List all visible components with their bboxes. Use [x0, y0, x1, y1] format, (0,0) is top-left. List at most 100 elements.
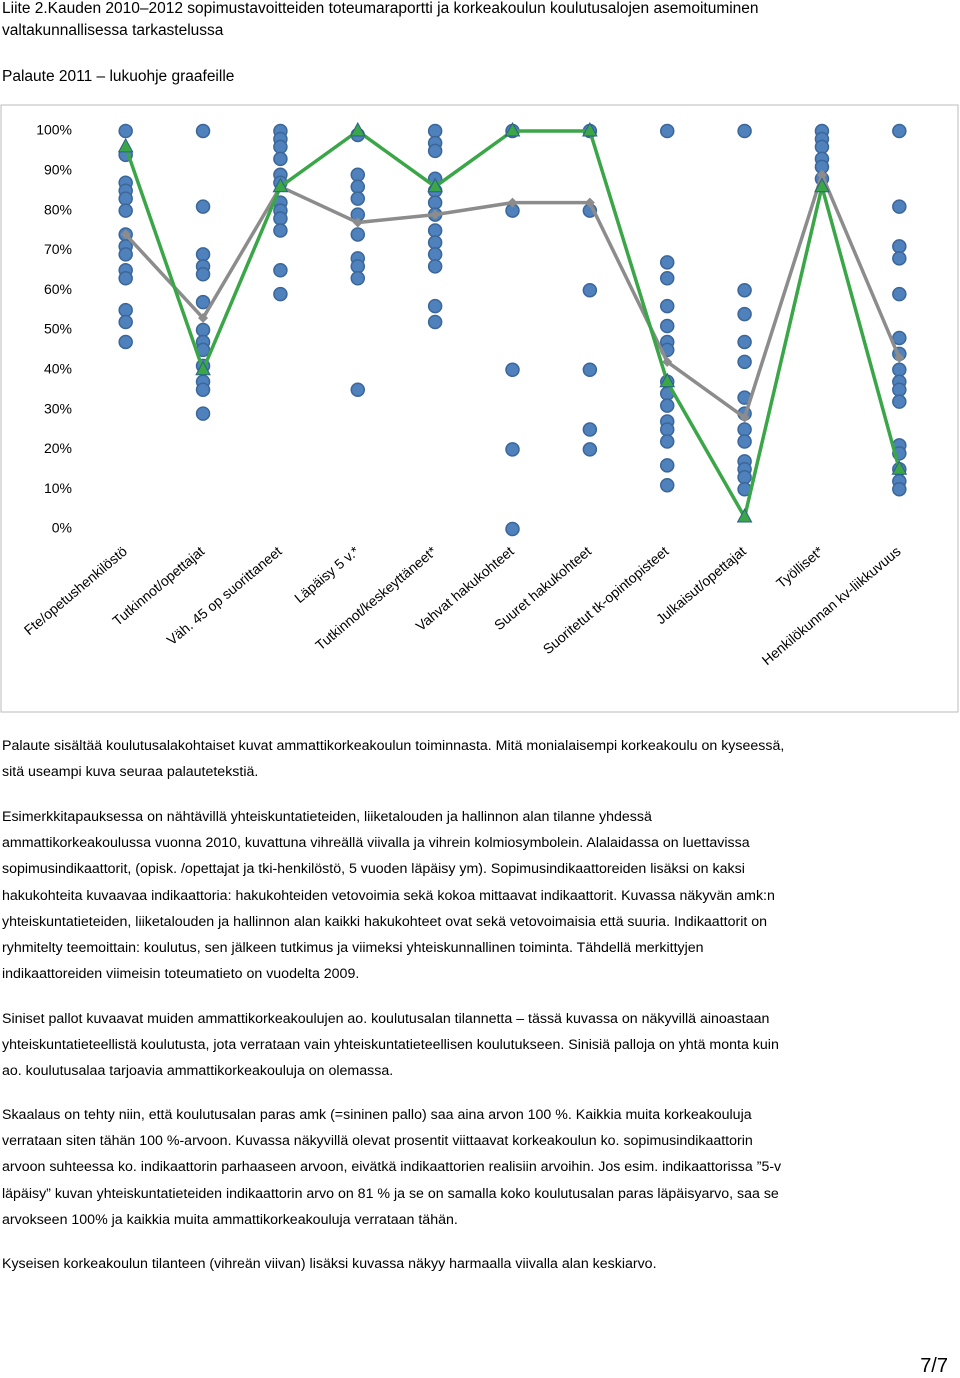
school-dot: [582, 282, 598, 298]
school-dot: [659, 123, 675, 139]
school-dot: [427, 298, 443, 314]
marker: [816, 169, 827, 180]
school-dot: [892, 362, 907, 378]
school-dot: [195, 322, 211, 338]
school-dot: [427, 223, 443, 238]
school-dot: [195, 267, 211, 282]
text-line: yhteiskuntatieteiden, liiketalouden ja h…: [2, 913, 768, 930]
school-dot: [427, 123, 443, 139]
y-tick-label: 40%: [44, 361, 72, 377]
subtitle: Palaute 2011 – lukuohje graafeille: [2, 68, 235, 85]
text-line: Skaalaus on tehty niin, että koulutusala…: [2, 1107, 752, 1123]
marker: [120, 229, 131, 240]
school-dot: [350, 271, 366, 286]
marker: [736, 508, 753, 523]
school-dot: [737, 123, 752, 139]
school-dot: [737, 354, 752, 370]
school-dot: [273, 139, 288, 155]
school-dot: [737, 334, 752, 350]
school-dot: [350, 227, 366, 242]
text-line: ryhmitelty teemoittain: koulutus, sen jä…: [2, 940, 704, 956]
text-line: sitä useampi kuva seuraa palautetekstiä.: [2, 764, 259, 781]
y-tick-label: 60%: [44, 281, 72, 297]
school-dot: [737, 422, 752, 437]
marker: [430, 209, 441, 220]
header-line: valtakunnallisessa tarkastelussa: [2, 22, 224, 39]
school-dot: [427, 195, 443, 210]
text-line: indikaattoreiden viimeisin toteumatieto …: [2, 966, 360, 983]
school-dot: [118, 302, 133, 318]
school-dot: [118, 191, 133, 206]
school-dot: [659, 458, 675, 473]
text-line: Esimerkkitapauksessa on nähtävillä yhtei…: [2, 809, 652, 825]
school-dot: [659, 398, 675, 413]
x-tick-label: Suoritetut tk-opintopisteet: [540, 543, 672, 657]
marker: [659, 372, 676, 388]
text-line: Kyseisen korkeakoulun tilanteen (vihreän…: [2, 1256, 657, 1272]
school-dot: [659, 434, 675, 449]
chart-border: [0, 104, 959, 713]
school-dot: [195, 382, 211, 397]
school-dot: [427, 235, 443, 250]
text-line: läpäisy” kuvan yhteiskuntatieteiden indi…: [2, 1185, 779, 1202]
school-dot: [582, 362, 598, 378]
y-tick-label: 30%: [44, 400, 72, 416]
x-tick-label: Läpäisy 5 v.*: [291, 543, 362, 606]
marker: [198, 313, 209, 324]
y-tick-label: 80%: [44, 201, 72, 217]
school-dot: [273, 263, 288, 278]
school-dot: [118, 334, 133, 350]
school-dot: [505, 442, 520, 457]
marker: [891, 460, 908, 475]
school-dot: [118, 123, 133, 139]
school-dot: [659, 271, 675, 286]
marker: [352, 217, 363, 228]
marker: [582, 121, 598, 137]
text-line: verrataan siten tähän 100 %-arvoon. Kuva…: [2, 1133, 753, 1150]
text-line: yhteiskuntatieteellistä koulutusta, jota…: [2, 1037, 779, 1054]
y-tick-label: 90%: [44, 162, 72, 178]
text-line: ammattikorkeakoulussa vuonna 2010, kuvat…: [2, 835, 750, 852]
school-dot: [582, 422, 598, 437]
text-line: sopimusindikaattorit, (opisk. /opettajat…: [2, 861, 745, 878]
marker: [894, 352, 905, 363]
chart: 0% 10% 20% 30% 40% 50% 60% 70% 80% 90% 100% Fte/ope…: [0, 104, 959, 713]
text-line: Siniset pallot kuvaavat muiden ammattiko…: [2, 1011, 770, 1027]
school-dot: [350, 191, 366, 206]
text-line: arvoon suhteessa ko. indikaattorin parha…: [2, 1159, 782, 1176]
school-dot: [118, 203, 133, 218]
school-dot: [892, 251, 907, 266]
school-dot: [737, 306, 752, 322]
marker: [507, 197, 518, 208]
school-dot: [659, 298, 675, 314]
school-dot: [195, 247, 211, 262]
school-dot: [350, 167, 366, 183]
school-dot: [273, 286, 288, 302]
school-dot: [737, 470, 752, 485]
school-dot: [737, 282, 752, 298]
school-dot: [118, 314, 133, 330]
school-dot: [350, 179, 366, 194]
school-dot: [892, 123, 907, 139]
school-dot: [892, 199, 907, 214]
marker: [662, 356, 673, 367]
marker: [814, 177, 830, 193]
school-dot: [505, 362, 520, 378]
marker: [195, 360, 211, 376]
school-dot: [273, 211, 288, 226]
school-dot: [659, 422, 675, 437]
x-tick-label: Henkilökunnan kv-liikkuvuus: [759, 543, 904, 668]
page-number: 7/7: [920, 1355, 948, 1377]
school-dot: [892, 481, 907, 497]
x-tick-label: Työlliset*: [773, 543, 827, 592]
y-tick-label: 100%: [36, 122, 72, 138]
school-dot: [892, 382, 907, 397]
marker: [349, 121, 366, 137]
marker: [272, 177, 289, 193]
header-line: Liite 2.Kauden 2010–2012 sopimustavoitte…: [2, 0, 759, 17]
school-dot: [273, 223, 288, 238]
school-dot: [892, 394, 907, 409]
text-line: Palaute sisältää koulutusalakohtaiset ku…: [2, 738, 785, 754]
x-tick-label: Fte/opetushenkilöstö: [21, 543, 130, 638]
